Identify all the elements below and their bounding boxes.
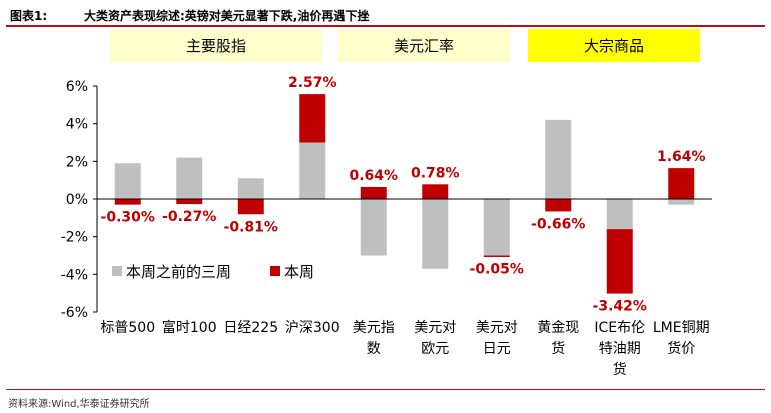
- group-header-label: 美元汇率: [393, 37, 454, 55]
- source-note: 资料来源:Wind,华泰证券研究所: [8, 399, 150, 410]
- figure-label: 图表1:: [10, 9, 48, 23]
- legend-label-prior-three-weeks: 本周之前的三周: [126, 263, 231, 281]
- bar-this-week: [422, 184, 449, 199]
- bar-this-week: [114, 199, 141, 205]
- header-rule: [6, 25, 765, 27]
- bar-prior-three-weeks: [668, 199, 695, 205]
- x-category-label: 美元对: [414, 320, 456, 336]
- bar-prior-three-weeks: [606, 199, 633, 230]
- x-category-label: LME铜期: [653, 320, 710, 336]
- group-header-usd-fx: 美元汇率: [338, 29, 510, 62]
- figure-header: 图表1: 大类资产表现综述:英镑对美元显著下跌,油价再遇下挫: [6, 3, 765, 25]
- data-label: 0.64%: [349, 168, 398, 184]
- footer-rule: [6, 389, 765, 390]
- data-label: 2.57%: [288, 75, 337, 91]
- bar-this-week: [668, 168, 695, 199]
- x-category-label: 特油期: [599, 341, 641, 357]
- x-category-label: 美元指: [353, 320, 395, 336]
- x-category-label: 欧元: [421, 341, 449, 357]
- y-tick-label: 2%: [66, 154, 88, 170]
- x-category-label: 日经225: [223, 320, 278, 336]
- y-tick-label: 6%: [66, 79, 88, 95]
- bar-this-week: [606, 229, 633, 294]
- bar-prior-three-weeks: [176, 157, 203, 199]
- figure-title: 大类资产表现综述:英镑对美元显著下跌,油价再遇下挫: [84, 9, 370, 23]
- bar-this-week: [360, 186, 387, 199]
- group-header-label: 大宗商品: [583, 37, 644, 55]
- x-category-label: 黄金现: [537, 319, 579, 336]
- data-label: 0.78%: [411, 165, 460, 181]
- data-label: -3.42%: [593, 299, 647, 315]
- data-label: -0.27%: [162, 209, 216, 225]
- x-category-label: 富时100: [162, 319, 217, 336]
- bar-this-week: [483, 255, 510, 257]
- bar-prior-three-weeks: [483, 199, 510, 256]
- legend-swatch-this-week: [270, 266, 280, 276]
- x-category-label: 沪深300: [285, 320, 340, 336]
- bar-prior-three-weeks: [237, 178, 264, 199]
- x-category-label: ICE布伦: [594, 320, 645, 336]
- group-header-commodities: 大宗商品: [528, 29, 700, 62]
- x-category-label: 美元对: [476, 320, 518, 336]
- bar-prior-three-weeks: [299, 142, 326, 199]
- x-category-label: 数: [367, 341, 381, 357]
- bar-prior-three-weeks: [114, 163, 141, 199]
- data-label: -0.05%: [470, 261, 524, 277]
- y-tick-label: -2%: [61, 230, 88, 246]
- legend-swatch-prior-three-weeks: [112, 266, 122, 276]
- data-label: -0.30%: [101, 210, 155, 226]
- group-header-label: 主要股指: [185, 37, 246, 55]
- x-category-label: 标普500: [100, 320, 155, 336]
- legend-label-this-week: 本周: [284, 263, 314, 281]
- data-label: -0.81%: [224, 219, 278, 235]
- x-category-label: 货: [613, 361, 627, 378]
- bar-prior-three-weeks: [545, 119, 572, 199]
- bar-this-week: [176, 199, 203, 205]
- data-label: -0.66%: [531, 216, 585, 232]
- x-category-label: 货: [551, 340, 565, 357]
- bar-this-week: [237, 199, 264, 215]
- data-label: 1.64%: [657, 149, 706, 165]
- bar-prior-three-weeks: [360, 199, 387, 256]
- group-header-stock-indices: 主要股指: [110, 29, 322, 62]
- y-tick-label: 4%: [66, 117, 88, 133]
- bar-this-week: [299, 94, 326, 143]
- y-tick-label: 0%: [66, 192, 88, 208]
- x-category-label: 日元: [483, 341, 511, 357]
- y-tick-label: -6%: [61, 305, 88, 321]
- bar-prior-three-weeks: [422, 199, 449, 269]
- y-tick-label: -4%: [61, 267, 88, 283]
- bar-this-week: [545, 199, 572, 212]
- x-category-label: 货价: [667, 340, 695, 357]
